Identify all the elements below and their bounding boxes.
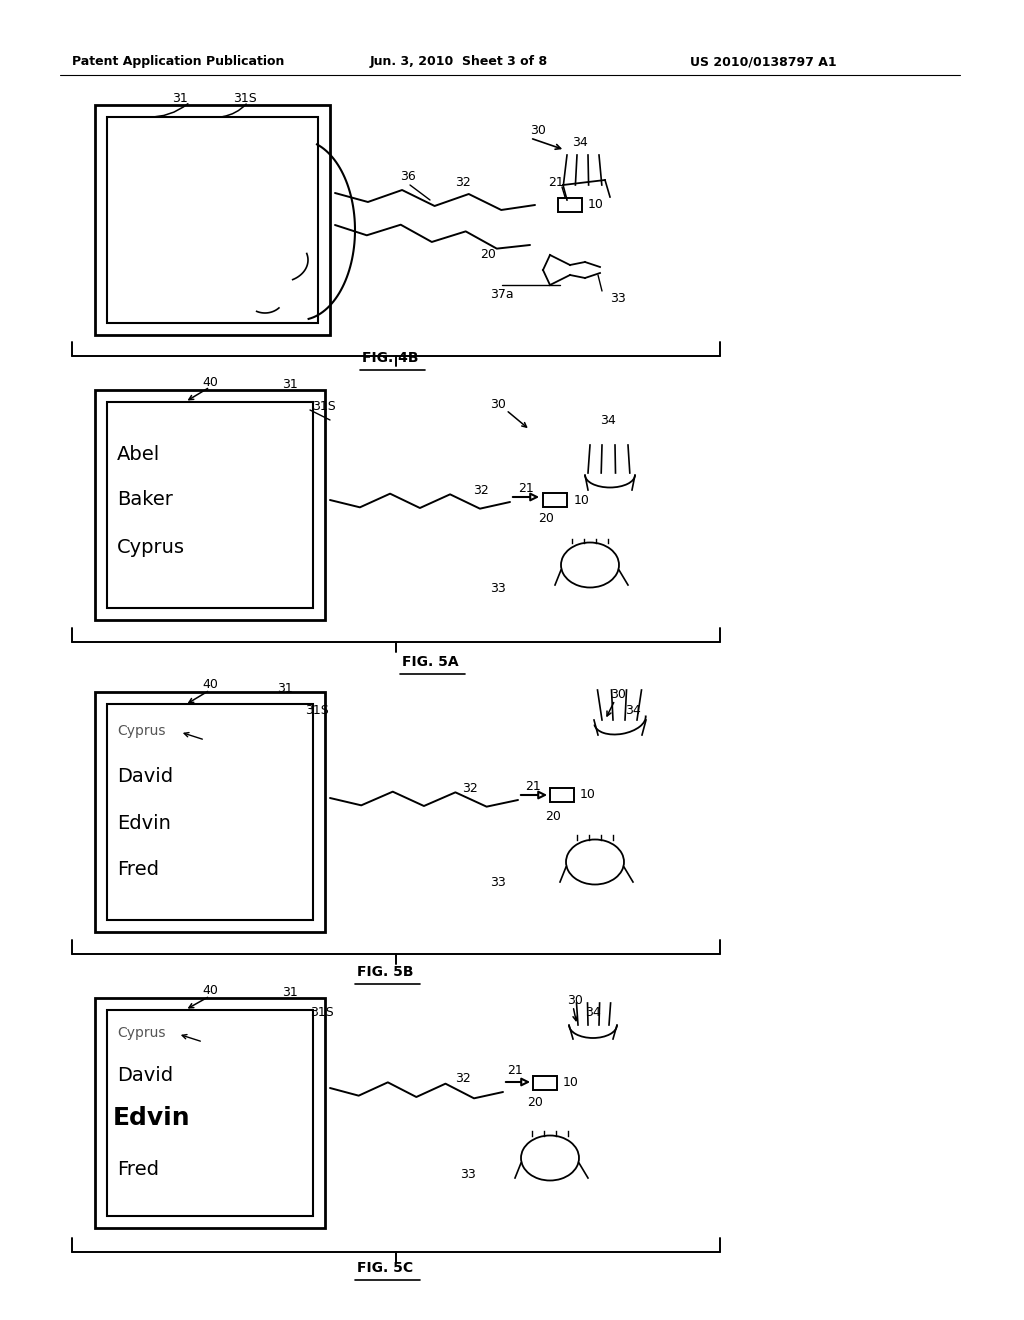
Text: FIG. 5C: FIG. 5C	[357, 1261, 413, 1275]
Text: 37a: 37a	[490, 289, 514, 301]
Text: 20: 20	[538, 511, 554, 524]
Text: 20: 20	[480, 248, 496, 261]
Text: 32: 32	[455, 177, 471, 190]
Text: 36: 36	[400, 170, 416, 183]
Text: Jun. 3, 2010  Sheet 3 of 8: Jun. 3, 2010 Sheet 3 of 8	[370, 55, 548, 69]
Bar	[95, 106, 330, 335]
Text: David: David	[117, 1067, 173, 1085]
Text: 31: 31	[278, 681, 293, 694]
Bar	[106, 1010, 313, 1216]
Text: 21: 21	[525, 780, 541, 792]
Text: 40: 40	[202, 678, 218, 692]
Text: Edvin: Edvin	[117, 814, 171, 833]
Text: 31: 31	[172, 91, 187, 104]
Text: 10: 10	[580, 788, 596, 801]
Text: 20: 20	[545, 809, 561, 822]
Text: 31S: 31S	[312, 400, 336, 413]
Text: 10: 10	[563, 1077, 579, 1089]
Text: 31: 31	[283, 379, 298, 392]
Text: 21: 21	[548, 177, 564, 190]
Text: 34: 34	[572, 136, 588, 149]
Text: 33: 33	[490, 875, 506, 888]
Text: 10: 10	[588, 198, 604, 211]
Text: FIG. 5B: FIG. 5B	[356, 965, 414, 979]
Bar	[95, 998, 325, 1228]
Text: FIG. 5A: FIG. 5A	[401, 655, 459, 669]
Text: US 2010/0138797 A1: US 2010/0138797 A1	[690, 55, 837, 69]
Text: Abel: Abel	[117, 445, 160, 465]
Bar	[534, 1076, 557, 1090]
Text: 21: 21	[518, 482, 534, 495]
Text: 33: 33	[460, 1168, 476, 1181]
Text: FIG. 4B: FIG. 4B	[361, 351, 418, 366]
Text: David: David	[117, 767, 173, 785]
Text: Cyprus: Cyprus	[117, 723, 166, 738]
Text: 31S: 31S	[310, 1006, 334, 1019]
Text: Baker: Baker	[117, 490, 173, 510]
Text: 30: 30	[610, 689, 626, 701]
Text: Cyprus: Cyprus	[117, 539, 185, 557]
Text: 31S: 31S	[305, 704, 329, 717]
Text: 33: 33	[490, 582, 506, 594]
Bar	[95, 692, 325, 932]
Text: 34: 34	[585, 1006, 601, 1019]
Text: 31S: 31S	[233, 91, 257, 104]
Bar	[543, 492, 567, 507]
Text: 40: 40	[202, 983, 218, 997]
Bar	[106, 403, 313, 609]
Text: 21: 21	[507, 1064, 522, 1077]
Text: Patent Application Publication: Patent Application Publication	[72, 55, 285, 69]
Text: 10: 10	[574, 494, 590, 507]
Text: Edvin: Edvin	[113, 1106, 190, 1130]
Text: 40: 40	[202, 376, 218, 389]
Text: 30: 30	[490, 399, 506, 412]
Text: 30: 30	[530, 124, 546, 136]
Text: 30: 30	[567, 994, 583, 1006]
Bar	[95, 389, 325, 620]
Text: 32: 32	[455, 1072, 471, 1085]
Bar	[106, 704, 313, 920]
Text: Fred: Fred	[117, 861, 159, 879]
Text: 32: 32	[473, 483, 488, 496]
Text: 34: 34	[625, 704, 641, 717]
Text: 34: 34	[600, 413, 615, 426]
Text: Cyprus: Cyprus	[117, 1026, 166, 1040]
Bar	[558, 198, 582, 213]
Bar	[106, 117, 318, 323]
Text: 31: 31	[283, 986, 298, 999]
Text: 32: 32	[462, 781, 478, 795]
Text: 33: 33	[610, 292, 626, 305]
Text: Fred: Fred	[117, 1160, 159, 1179]
Text: 20: 20	[527, 1097, 543, 1110]
Bar	[550, 788, 574, 803]
